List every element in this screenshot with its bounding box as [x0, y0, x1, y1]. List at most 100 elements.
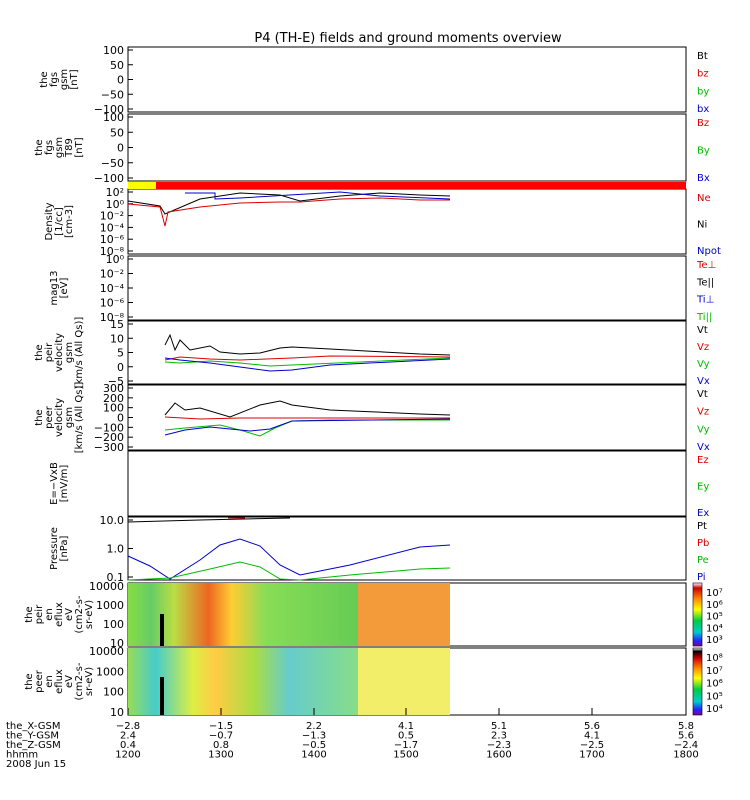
panel-frame-4	[127, 320, 687, 385]
y-tick-label: 1000	[96, 665, 124, 678]
density-traces	[127, 191, 451, 227]
chart-title: P4 (TH-E) fields and ground moments over…	[254, 31, 562, 46]
legend-entry: Ex	[697, 508, 709, 519]
y-tick-label: 1.0	[107, 543, 125, 556]
y-tick-label: 100	[103, 618, 124, 631]
legend-entry: bx	[697, 104, 709, 115]
legend-entry: Vt	[697, 389, 708, 400]
x-axis-row-label: the_Y-GSM	[6, 731, 59, 742]
legend-entry: Ne	[697, 193, 711, 204]
ion-spectrogram	[128, 583, 450, 646]
y-tick-label: 1000	[96, 599, 124, 612]
legend-entry: Ey	[697, 482, 709, 493]
y-axis-label: the	[34, 409, 45, 425]
legend-entry: Bz	[697, 118, 709, 129]
electron-spectrogram	[128, 648, 450, 715]
y-axis-label: the	[24, 606, 35, 622]
electron-colorbar	[692, 647, 703, 716]
y-tick-label: 10⁻²	[100, 210, 124, 223]
y-axis-label: Density	[44, 202, 55, 240]
electron-velocity-traces	[164, 400, 451, 437]
y-tick-label: 100	[103, 44, 124, 57]
legend-entry: Npot	[697, 246, 721, 257]
y-axis-label: [mV/m]	[59, 465, 70, 503]
y-axis-label: gsm	[59, 69, 70, 90]
y-tick-label: 50	[110, 126, 124, 139]
x-tick-label: −1.5	[209, 721, 233, 732]
legend-entry: by	[697, 86, 709, 97]
y-axis-label: peir	[34, 604, 45, 624]
y-tick-label: 10	[110, 332, 124, 345]
y-tick-label: −100	[94, 103, 124, 116]
y-tick-label: 10000	[89, 645, 124, 658]
x-tick-label: 5.6	[678, 731, 694, 742]
y-axis-label: E=−VxB	[49, 462, 60, 505]
legend-entry: Vx	[697, 442, 710, 453]
legend-entry: Pt	[697, 521, 707, 532]
y-tick-label: 200	[103, 392, 124, 405]
x-axis-row-label: the_X-GSM	[6, 721, 60, 732]
y-tick-label: 10⁰	[106, 253, 125, 266]
panel-frame-1	[127, 113, 687, 182]
y-axis-label: [eV]	[59, 278, 70, 299]
y-tick-label: −100	[94, 421, 124, 434]
x-tick-label: 5.8	[678, 721, 694, 732]
x-tick-label: 5.6	[584, 721, 600, 732]
y-axis-label: en	[44, 675, 55, 688]
y-tick-label: 10	[110, 706, 124, 719]
y-axis-label: the	[34, 139, 45, 155]
x-tick-label: 1300	[208, 750, 233, 761]
colorbar-label: 10⁵	[706, 612, 723, 623]
y-axis-label: fgs	[44, 140, 55, 155]
x-tick-label: 2.4	[120, 731, 136, 742]
y-axis-label: (cm2-s-	[74, 662, 85, 700]
x-tick-label: 1200	[115, 750, 140, 761]
y-axis-label: mag13	[49, 271, 60, 306]
y-tick-label: 50	[110, 59, 124, 72]
y-tick-label: 10⁻⁸	[100, 311, 125, 324]
legend-entry: Pi	[697, 572, 706, 583]
y-tick-label: −200	[94, 431, 124, 444]
y-axis-label: [nT]	[74, 137, 85, 157]
legend-entry: Vy	[697, 359, 710, 370]
y-axis-label: [cm-3]	[64, 205, 75, 238]
x-tick-label: −1.3	[302, 731, 326, 742]
x-axis-row-label: hhmm	[6, 750, 38, 761]
y-tick-label: 10⁻²	[100, 268, 124, 281]
legend-entry: Ti⊥	[696, 295, 714, 306]
y-axis-label: (cm2-s-	[74, 595, 85, 633]
y-axis-label: sr-eV)	[84, 600, 95, 629]
x-tick-label: −0.5	[302, 740, 326, 751]
colorbar-label: 10⁶	[706, 600, 723, 611]
y-tick-label: 100	[103, 686, 124, 699]
y-axis-label: the	[34, 344, 45, 360]
legend-entry: By	[697, 146, 710, 157]
x-axis: the_X-GSM −2.8 −1.5 2.2 4.1 5.1 5.6 5.8the_Y-GS…	[6, 708, 699, 770]
y-axis-label: [nPa]	[59, 535, 70, 561]
y-axis-label: [km/s (All Qs)]	[74, 317, 85, 389]
legend-entry: Vz	[697, 342, 709, 353]
y-axis-label: the	[39, 71, 50, 87]
colorbar-label: 10⁴	[706, 623, 723, 634]
y-tick-label: 10	[110, 637, 124, 650]
mode-bar-fast	[156, 182, 686, 189]
legend-entry: Pb	[697, 538, 709, 549]
legend-entry: Pe	[697, 555, 709, 566]
y-axis-label: eV	[64, 675, 75, 688]
legend-entry: Bt	[697, 51, 708, 62]
y-tick-label: −300	[94, 441, 124, 454]
y-tick-label: 10⁻⁶	[100, 233, 125, 246]
legend-entry: Vy	[697, 424, 710, 435]
y-tick-label: 10⁻⁴	[100, 282, 125, 295]
x-tick-label: 0.4	[120, 740, 136, 751]
y-axis-label: the	[24, 673, 35, 689]
y-tick-label: 10⁻⁸	[100, 245, 125, 258]
legend-entry: Vz	[697, 407, 709, 418]
y-tick-label: 0	[117, 74, 124, 87]
y-axis-label: [nT]	[69, 69, 80, 89]
ion-velocity-traces	[164, 333, 451, 372]
y-axis-label: peir	[44, 342, 55, 362]
legend-entry: Vx	[697, 376, 710, 387]
x-tick-label: −2.8	[116, 721, 140, 732]
legend-entry: Te⊥	[696, 260, 716, 271]
